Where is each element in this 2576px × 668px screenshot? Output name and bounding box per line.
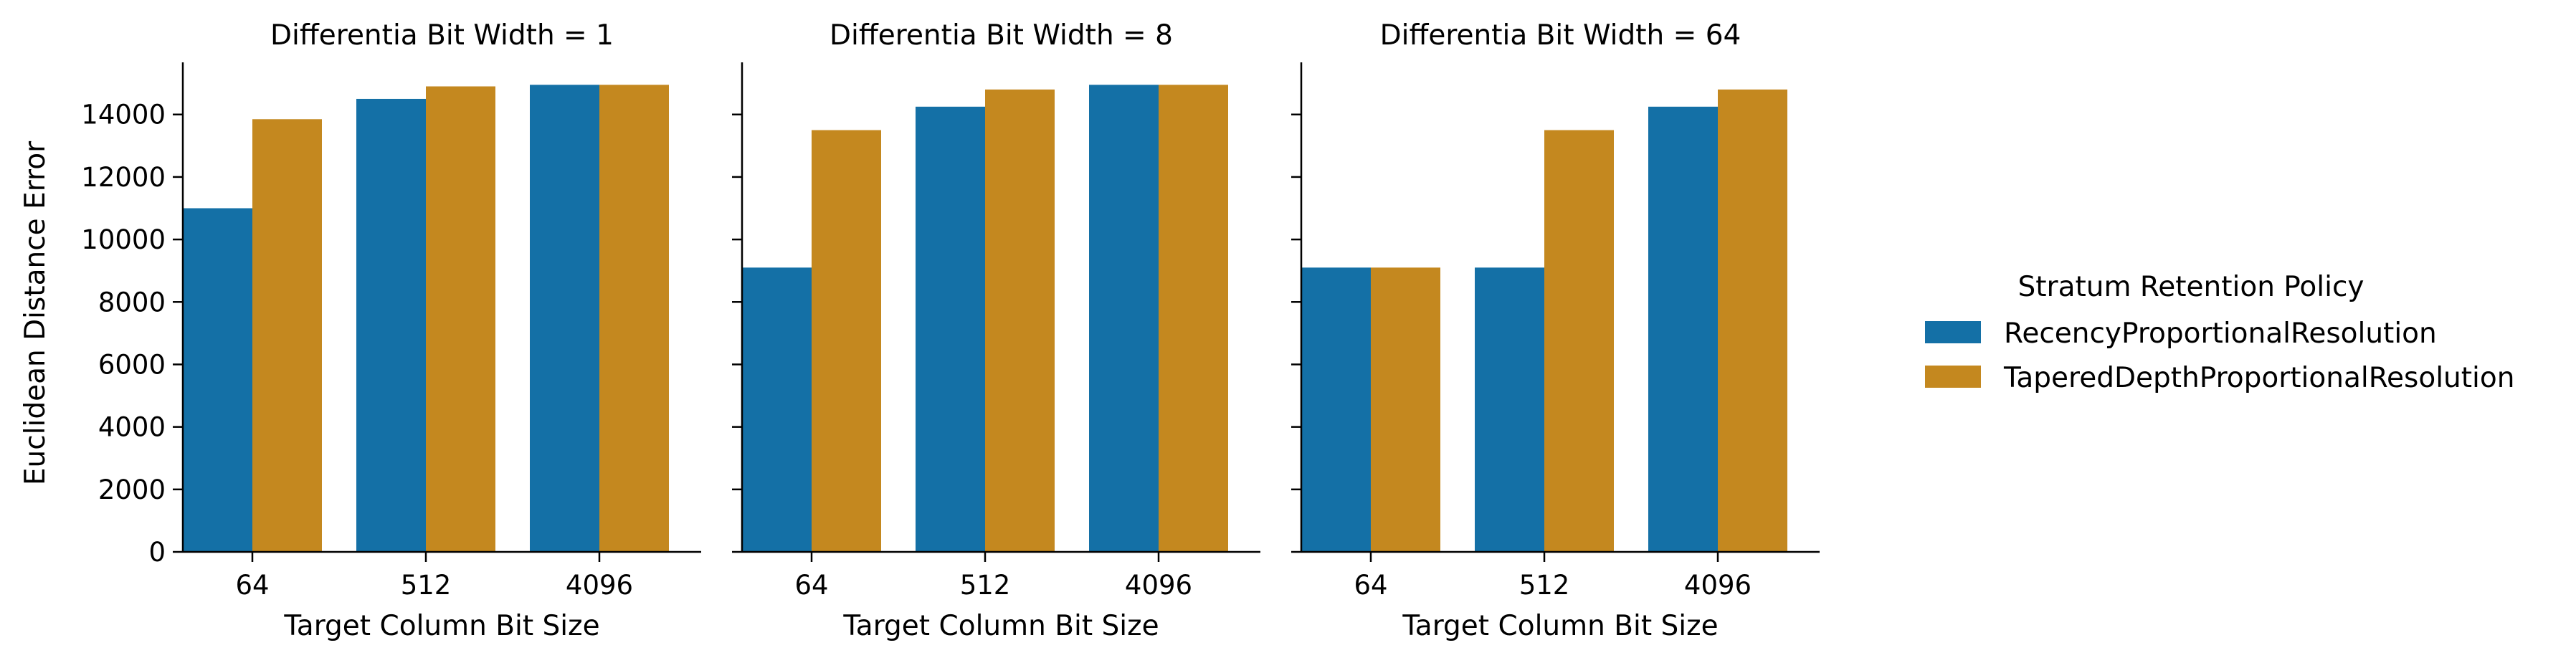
y-axis-label: Euclidean Distance Error	[19, 140, 52, 485]
x-tick-label: 4096	[1125, 570, 1192, 601]
y-tick-label: 10000	[81, 224, 166, 255]
bar-RecencyProportionalResolution-512	[1475, 267, 1544, 552]
panel-title: Differentia Bit Width = 1	[270, 19, 614, 52]
x-axis-label: Target Column Bit Size	[283, 610, 599, 642]
x-tick-label: 4096	[1684, 570, 1752, 601]
x-tick-label: 512	[401, 570, 452, 601]
legend-swatch	[1925, 321, 1981, 343]
y-tick-label: 12000	[81, 162, 166, 193]
bar-RecencyProportionalResolution-512	[356, 98, 426, 552]
x-tick-label: 64	[794, 570, 828, 601]
y-tick-label: 8000	[98, 287, 166, 318]
y-tick-label: 0	[148, 537, 166, 568]
x-tick-label: 64	[235, 570, 269, 601]
y-tick-label: 2000	[98, 474, 166, 505]
panel-3: Differentia Bit Width = 64 64 512 4096 Targe…	[1291, 19, 1820, 642]
panel-title: Differentia Bit Width = 8	[830, 19, 1173, 52]
bar-TaperedDepthProportionalResolution-4096	[1159, 85, 1228, 553]
bar-RecencyProportionalResolution-4096	[1089, 85, 1159, 553]
bar-RecencyProportionalResolution-512	[916, 106, 985, 552]
panel-2: Differentia Bit Width = 8 64 512 4096 Target…	[732, 19, 1260, 642]
bar-TaperedDepthProportionalResolution-64	[1371, 267, 1440, 552]
legend-items: RecencyProportionalResolution TaperedDept…	[1925, 318, 2514, 394]
bar-TaperedDepthProportionalResolution-512	[426, 86, 495, 552]
x-tick-label: 512	[960, 570, 1011, 601]
bar-RecencyProportionalResolution-64	[183, 208, 252, 552]
x-tick-label: 64	[1354, 570, 1387, 601]
legend-swatch	[1925, 366, 1981, 388]
bar-RecencyProportionalResolution-4096	[1648, 106, 1718, 552]
legend: Stratum Retention Policy RecencyProporti…	[1925, 271, 2514, 394]
panels-layer: Differentia Bit Width = 1 0 2000 4000 6000 80…	[81, 19, 1820, 642]
bar-RecencyProportionalResolution-64	[742, 267, 812, 552]
bar-TaperedDepthProportionalResolution-512	[1544, 130, 1614, 553]
panel-title: Differentia Bit Width = 64	[1380, 19, 1741, 52]
y-tick-label: 4000	[98, 412, 166, 443]
bar-TaperedDepthProportionalResolution-512	[985, 89, 1055, 552]
bar-TaperedDepthProportionalResolution-4096	[1718, 89, 1787, 552]
y-tick-label: 14000	[81, 100, 166, 130]
legend-label: TaperedDepthProportionalResolution	[2003, 362, 2514, 394]
panel-1: Differentia Bit Width = 1 0 2000 4000 6000 80…	[81, 19, 701, 642]
x-tick-label: 4096	[566, 570, 633, 601]
bar-TaperedDepthProportionalResolution-64	[812, 130, 881, 553]
x-axis-label: Target Column Bit Size	[842, 610, 1159, 642]
legend-title: Stratum Retention Policy	[2017, 271, 2364, 303]
bar-RecencyProportionalResolution-4096	[530, 85, 599, 553]
bar-RecencyProportionalResolution-64	[1301, 267, 1371, 552]
x-axis-label: Target Column Bit Size	[1402, 610, 1718, 642]
bar-TaperedDepthProportionalResolution-4096	[599, 85, 669, 553]
y-tick-label: 6000	[98, 349, 166, 380]
bar-TaperedDepthProportionalResolution-64	[252, 119, 322, 553]
legend-label: RecencyProportionalResolution	[2004, 318, 2437, 350]
x-tick-label: 512	[1519, 570, 1570, 601]
